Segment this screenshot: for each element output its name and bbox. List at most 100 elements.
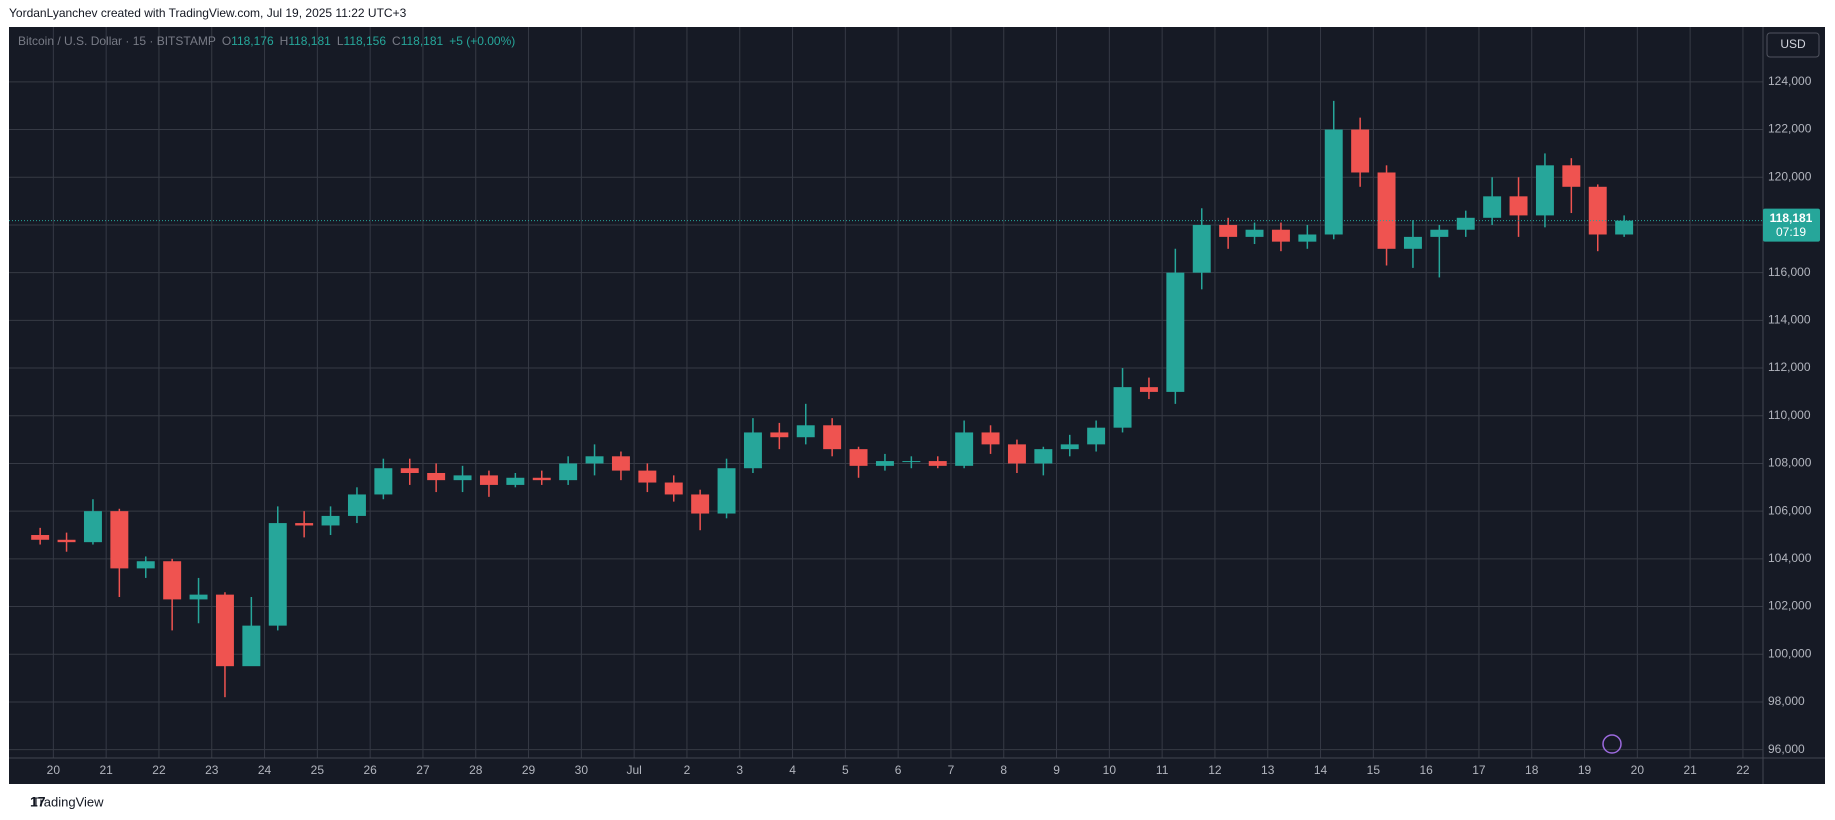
candle-body bbox=[902, 461, 921, 463]
ohlc-value: 118,156 bbox=[343, 34, 387, 48]
x-tick-label: 30 bbox=[575, 763, 589, 777]
candle-body bbox=[1271, 229, 1290, 242]
y-tick-label: 114,000 bbox=[1768, 313, 1811, 327]
candle-body bbox=[691, 494, 710, 514]
currency-button[interactable] bbox=[1766, 32, 1820, 58]
x-tick-label: 29 bbox=[522, 763, 536, 777]
candle-body bbox=[875, 461, 894, 466]
y-tick-label: 96,000 bbox=[1768, 742, 1805, 756]
candle-body bbox=[664, 482, 683, 495]
x-tick-label: 12 bbox=[1208, 763, 1222, 777]
candle-body bbox=[849, 449, 868, 466]
candle-body bbox=[268, 523, 287, 626]
y-tick-label: 110,000 bbox=[1768, 408, 1811, 422]
assistant-icon[interactable] bbox=[1602, 734, 1622, 754]
brand-logo: 17 bbox=[30, 794, 46, 810]
ohlc-letter: O bbox=[221, 34, 232, 48]
x-tick-label: 9 bbox=[1053, 763, 1060, 777]
ohlc-value: 118,181 bbox=[288, 34, 331, 48]
ohlc-item: L118,156 bbox=[337, 34, 386, 48]
ohlc-letter: H bbox=[279, 34, 289, 48]
candle-body bbox=[585, 456, 604, 464]
legend: Bitcoin / U.S. Dollar · 15 · BITSTAMP O1… bbox=[18, 34, 515, 48]
ohlc-item: O118,176 bbox=[222, 34, 274, 48]
ohlc-value: 118,181 bbox=[400, 34, 444, 48]
y-tick-label: 102,000 bbox=[1768, 599, 1812, 613]
x-tick-label: 3 bbox=[736, 763, 743, 777]
countdown: 07:19 bbox=[1776, 225, 1806, 239]
x-tick-label: 21 bbox=[1683, 763, 1697, 777]
y-tick-label: 108,000 bbox=[1768, 456, 1812, 470]
y-tick-label: 106,000 bbox=[1768, 503, 1812, 517]
candle-body bbox=[1034, 449, 1053, 464]
candle-body bbox=[110, 511, 129, 569]
attribution: YordanLyanchev created with TradingView.… bbox=[9, 6, 407, 20]
candle-body bbox=[347, 494, 366, 516]
y-tick-label: 124,000 bbox=[1768, 74, 1812, 88]
candle-body bbox=[1060, 444, 1079, 450]
candle-body bbox=[1377, 172, 1396, 249]
brand-name: TradingView bbox=[32, 794, 104, 809]
candle-body bbox=[928, 461, 947, 466]
candle-body bbox=[136, 561, 155, 569]
candle-body bbox=[770, 432, 789, 438]
change: +5 (+0.00%) bbox=[449, 34, 516, 48]
x-tick-label: 20 bbox=[1631, 763, 1645, 777]
candle-body bbox=[295, 523, 314, 526]
candle-body bbox=[1087, 427, 1106, 445]
candle-body bbox=[83, 511, 102, 543]
x-tick-label: 18 bbox=[1525, 763, 1539, 777]
x-tick-label: 2 bbox=[684, 763, 691, 777]
candle-body bbox=[1139, 387, 1158, 392]
x-tick-label: 10 bbox=[1103, 763, 1117, 777]
ohlc-item: H118,181 bbox=[280, 34, 331, 48]
ohlc: O118,176 H118,181 L118,156 C118,181 bbox=[222, 34, 443, 48]
x-tick-label: 7 bbox=[948, 763, 955, 777]
candle-body bbox=[1192, 224, 1211, 273]
candle-body bbox=[427, 472, 446, 481]
x-tick-label: 19 bbox=[1578, 763, 1592, 777]
candles bbox=[31, 100, 1634, 698]
candle-body bbox=[506, 477, 525, 485]
x-tick-label: 11 bbox=[1156, 763, 1169, 777]
x-tick-label: 22 bbox=[1736, 763, 1750, 777]
candle-body bbox=[1007, 444, 1026, 464]
candle-body bbox=[31, 535, 50, 540]
x-tick-label: 24 bbox=[258, 763, 272, 777]
candle-body bbox=[1562, 165, 1581, 187]
candle-body bbox=[400, 468, 419, 473]
candle-body bbox=[189, 594, 208, 600]
candle-body bbox=[453, 475, 472, 481]
x-tick-label: 28 bbox=[469, 763, 483, 777]
candle-body bbox=[1351, 129, 1370, 173]
symbol-title: Bitcoin / U.S. Dollar · 15 · BITSTAMP bbox=[18, 34, 216, 48]
candle-body bbox=[1430, 229, 1449, 237]
candle-body bbox=[479, 475, 498, 485]
x-tick-label: 25 bbox=[311, 763, 325, 777]
x-tick-label: 5 bbox=[842, 763, 849, 777]
ohlc-letter: C bbox=[392, 34, 401, 48]
candle-body bbox=[1113, 387, 1132, 428]
candle-body bbox=[796, 425, 815, 438]
x-tick-label: 16 bbox=[1419, 763, 1433, 777]
x-tick-label: 14 bbox=[1314, 763, 1328, 777]
grid bbox=[9, 27, 1763, 758]
y-tick-label: 104,000 bbox=[1768, 551, 1812, 565]
candle-body bbox=[981, 432, 1000, 445]
candle-body bbox=[242, 625, 261, 667]
candle-body bbox=[215, 594, 234, 667]
ohlc-letter: L bbox=[336, 34, 344, 48]
x-tick-label: 13 bbox=[1261, 763, 1275, 777]
x-tick-label: Jul bbox=[626, 763, 641, 777]
candle-body bbox=[1535, 165, 1554, 216]
currency-label: USD bbox=[1780, 37, 1806, 51]
ohlc-value: 118,176 bbox=[231, 34, 274, 48]
candle-body bbox=[1615, 220, 1634, 235]
chart-background bbox=[9, 27, 1825, 784]
last-price-box bbox=[1763, 208, 1820, 242]
candle-body bbox=[743, 432, 762, 469]
y-tick-label: 112,000 bbox=[1768, 360, 1811, 374]
candle-body bbox=[717, 468, 736, 514]
candle-body bbox=[638, 470, 657, 483]
